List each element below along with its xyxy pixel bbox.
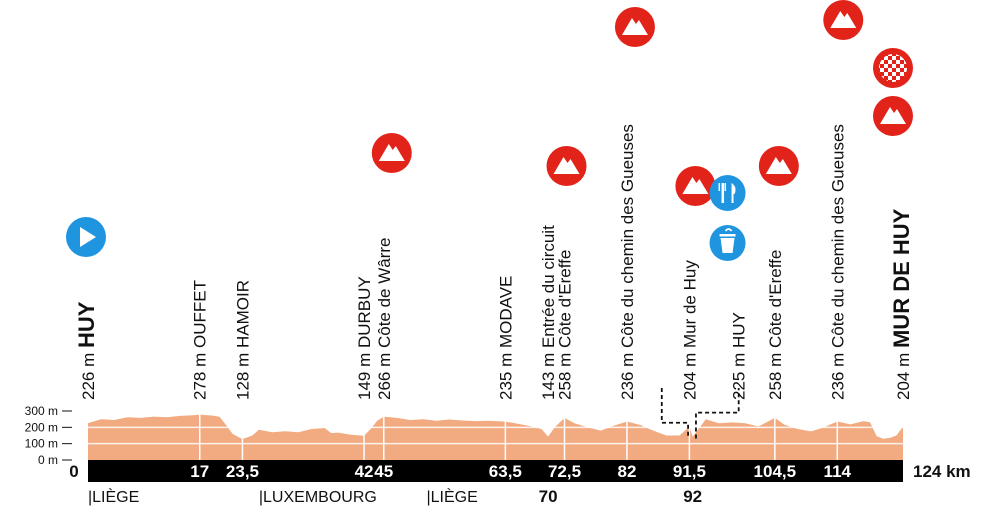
climb-icon [873,96,913,136]
elevation-tick-label: 200 m [25,420,58,434]
place-label: 204 m MUR DE HUY [889,208,914,400]
place-label: 235 m MODAVE [496,276,515,400]
climb-icon [614,7,655,47]
elevation-tick-label: 0 m [38,453,58,467]
km-marker-label: 45 [374,462,393,481]
circuit-km-label: 70 [539,487,558,506]
waste-zone-icon [709,225,746,261]
place-label: 258 m Côte d'Ereffe [766,250,785,400]
circuit-connector [660,388,689,439]
km-marker-label: 17 [190,462,209,481]
place-labels: 226 m HUY 278 m OUFFET 128 m HAMOIR 149 m D… [74,124,914,400]
place-label: 278 m OUFFET [191,280,210,400]
km-marker-label: 23,5 [226,462,259,481]
climb-icon [675,166,716,206]
total-distance-label: 124 km [913,462,971,481]
place-label: 226 m HUY [74,301,99,400]
place-label: 236 m Côte du chemin des Gueuses [618,124,637,400]
circuit-km-label: 92 [683,487,702,506]
place-label: 128 m HAMOIR [233,280,252,400]
place-label: 236 m Côte du chemin des Gueuses [828,124,847,400]
km-marker-label: 114 [824,462,852,481]
km-marker-label: 72,5 [548,462,581,481]
elevation-tick-label: 300 m [25,404,58,418]
region-label: |LIÈGE [88,487,139,506]
start-icon [66,217,106,257]
km-marker-label: 42 [355,462,374,481]
climb-icon [371,133,412,173]
stage-icons [66,0,913,261]
place-label: 204 m Mur de Huy [680,260,699,400]
distance-bar: 0 124 km 17 23,5 42 45 63,5 72,5 82 91,5 104,5 114 7… [69,460,971,506]
circuit-connector [695,388,740,439]
region-label: |LIÈGE [426,487,477,506]
finish-flag-icon [873,48,913,88]
place-label: 225 m HUY [730,312,749,400]
place-label: 149 m DURBUY [355,276,374,400]
elevation-area [88,414,903,460]
place-label: 258 m Côte d'Ereffe [556,250,575,400]
elevation-axis: 300 m 200 m 100 m 0 m [25,404,72,467]
km-marker-label: 104,5 [754,462,797,481]
climb-icon [823,0,864,40]
elevation-tick-label: 100 m [25,437,58,451]
km-marker-label: 82 [617,462,636,481]
distance-bar-rect [88,460,903,482]
elevation-profile [88,388,903,460]
km-marker-label: 91,5 [673,462,706,481]
region-label: |LUXEMBOURG [259,489,377,506]
feed-zone-icon [709,175,746,211]
region-labels: |LIÈGE |LUXEMBOURG |LIÈGE [88,487,478,506]
place-label: 143 m Entrée du circuit [539,225,558,400]
climb-icon [546,146,587,186]
climb-icon [758,146,799,186]
place-label: 266 m Côte de Wârre [375,237,394,400]
start-km-label: 0 [69,462,78,481]
km-marker-label: 63,5 [489,462,522,481]
